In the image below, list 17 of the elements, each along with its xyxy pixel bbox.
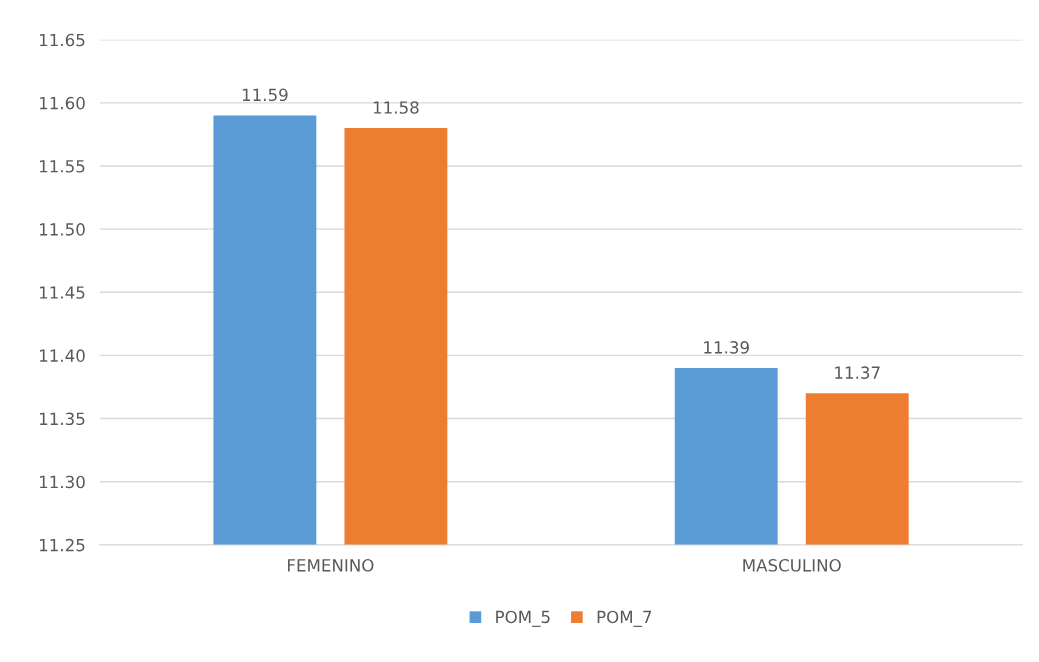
y-tick-label: 11.40 [39, 349, 85, 362]
data-label: 11.58 [373, 101, 419, 114]
y-tick-label: 11.60 [39, 96, 85, 110]
y-tick-label: 11.45 [39, 286, 85, 299]
data-label: 11.37 [835, 366, 880, 379]
x-tick-label: FEMENINO [288, 559, 374, 572]
legend-label: POM_7 [597, 610, 652, 627]
data-label: 11.39 [704, 341, 749, 354]
y-tick-label: 11.25 [39, 538, 85, 552]
y-tick-label: 11.35 [39, 412, 85, 426]
y-tick-label: 11.50 [39, 223, 85, 236]
legend-label: POM_5 [496, 610, 550, 627]
y-tick-label: 11.65 [39, 33, 85, 47]
data-label: 11.59 [242, 88, 288, 102]
y-tick-label: 11.30 [39, 475, 85, 489]
y-tick-label: 11.55 [39, 160, 85, 173]
x-tick-label: MASCULINO [743, 559, 841, 572]
